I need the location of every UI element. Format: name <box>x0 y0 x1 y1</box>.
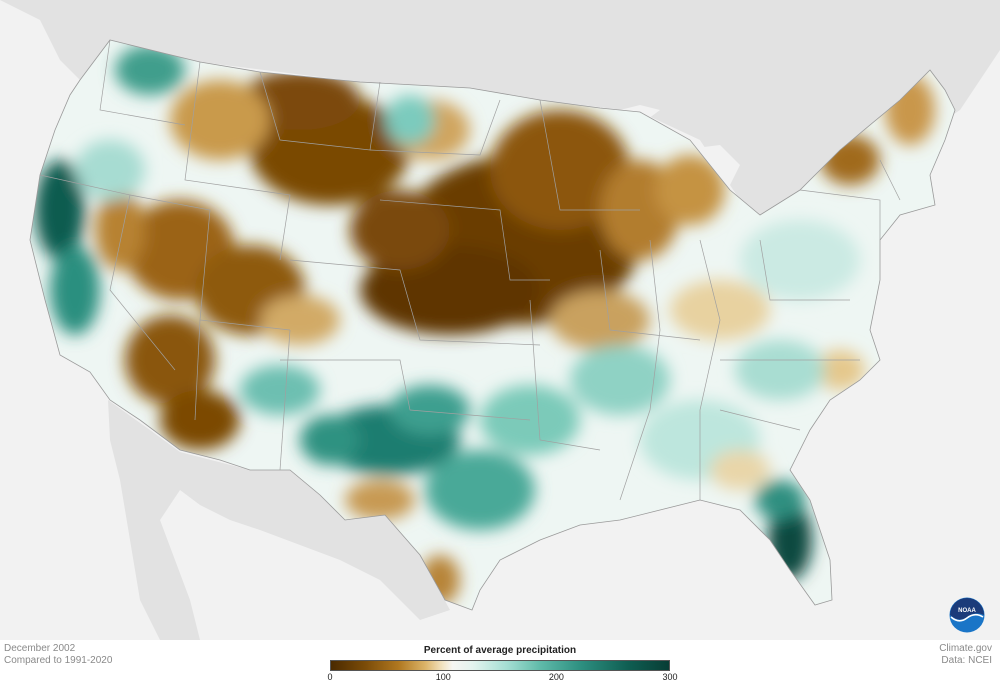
noaa-logo-icon: NOAA <box>949 597 985 633</box>
legend-tick: 0 <box>327 672 333 682</box>
us-outline <box>29 39 956 611</box>
legend-title: Percent of average precipitation <box>423 645 577 656</box>
precipitation-map <box>0 0 1000 640</box>
map-info: December 2002 Compared to 1991-2020 <box>4 643 112 667</box>
credit-site[interactable]: Climate.gov <box>939 643 992 654</box>
legend: Percent of average precipitation 0 100 2… <box>327 644 677 685</box>
footer: December 2002 Compared to 1991-2020 Perc… <box>0 640 1000 690</box>
state-borders <box>39 39 901 501</box>
credit-data: Data: NCEI <box>941 655 992 666</box>
precipitation-field <box>35 45 935 605</box>
legend-ticks: 0 100 200 300 <box>327 671 677 685</box>
map-comparison: Compared to 1991-2020 <box>4 655 113 666</box>
map-date: December 2002 <box>4 643 76 654</box>
legend-tick: 300 <box>662 672 678 682</box>
credits: Climate.gov Data: NCEI <box>939 643 992 667</box>
legend-tick: 200 <box>548 672 564 682</box>
map-area: NOAA <box>0 0 1000 640</box>
legend-tick: 100 <box>435 672 451 682</box>
logo-text: NOAA <box>958 608 976 614</box>
legend-color-bar <box>330 660 670 671</box>
